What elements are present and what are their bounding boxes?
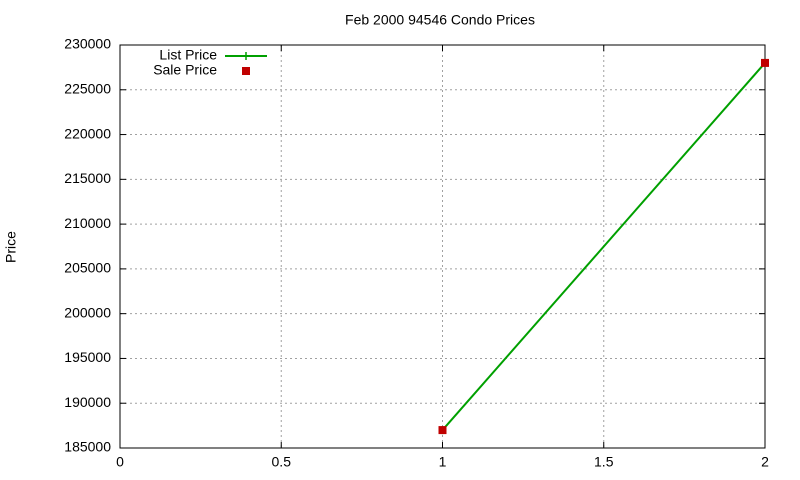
chart-title: Feb 2000 94546 Condo Prices <box>345 12 535 28</box>
y-tick-label: 225000 <box>64 80 111 96</box>
y-tick-label: 190000 <box>64 394 111 410</box>
legend-label: List Price <box>159 47 217 63</box>
x-tick-label: 1 <box>439 454 447 470</box>
y-tick-label: 195000 <box>64 349 111 365</box>
x-tick-label: 0 <box>116 454 124 470</box>
series-line <box>441 62 766 431</box>
y-tick-label: 230000 <box>64 36 111 52</box>
y-tick-label: 210000 <box>64 215 111 231</box>
point-marker <box>438 426 447 435</box>
legend-marker <box>242 52 250 60</box>
point-marker <box>761 58 769 67</box>
y-tick-label: 200000 <box>64 304 111 320</box>
y-tick-label: 185000 <box>64 439 111 455</box>
plot-border <box>119 44 766 449</box>
y-tick-label: 220000 <box>64 125 111 141</box>
x-tick-label: 1.5 <box>594 454 614 470</box>
legend-label: Sale Price <box>153 62 217 78</box>
y-axis-label: Price <box>3 231 19 263</box>
x-tick-label: 2 <box>761 454 769 470</box>
x-tick-label: 0.5 <box>272 454 292 470</box>
y-tick-label: 215000 <box>64 170 111 186</box>
legend-marker <box>242 67 250 75</box>
y-tick-label: 205000 <box>64 260 111 276</box>
